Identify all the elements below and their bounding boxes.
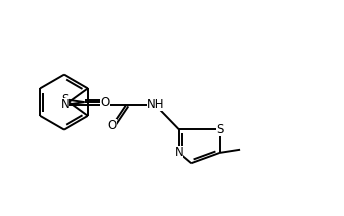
Text: NH: NH	[147, 98, 164, 111]
Text: N: N	[174, 146, 183, 159]
Text: O: O	[108, 119, 117, 132]
Text: S: S	[216, 123, 223, 136]
Text: O: O	[100, 96, 110, 109]
Text: S: S	[61, 93, 68, 106]
Text: N: N	[61, 98, 69, 111]
